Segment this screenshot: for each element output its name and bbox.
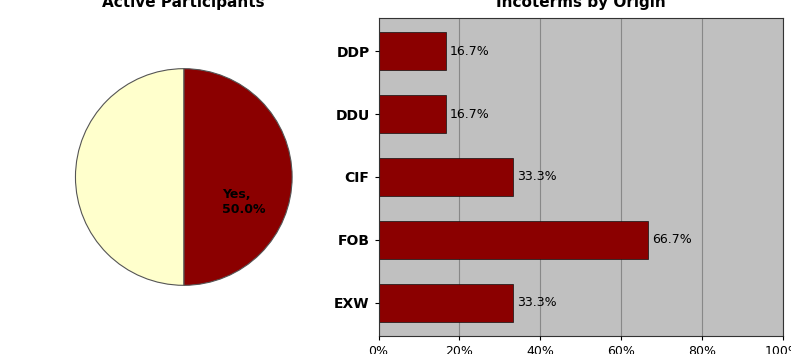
Title: Active Participants: Active Participants [103,0,265,10]
Text: Yes,
50.0%: Yes, 50.0% [222,188,266,217]
Bar [379,158,513,196]
Bar [379,221,649,259]
Bar [379,32,446,70]
Bar [379,284,513,322]
Text: 33.3%: 33.3% [517,171,557,183]
Wedge shape [184,69,292,285]
Text: 16.7%: 16.7% [450,108,490,120]
Text: 66.7%: 66.7% [653,234,692,246]
Bar [379,95,446,133]
Title: Incoterms by Origin: Incoterms by Origin [496,0,666,10]
Text: 33.3%: 33.3% [517,296,557,309]
Wedge shape [75,69,184,285]
Text: 16.7%: 16.7% [450,45,490,58]
